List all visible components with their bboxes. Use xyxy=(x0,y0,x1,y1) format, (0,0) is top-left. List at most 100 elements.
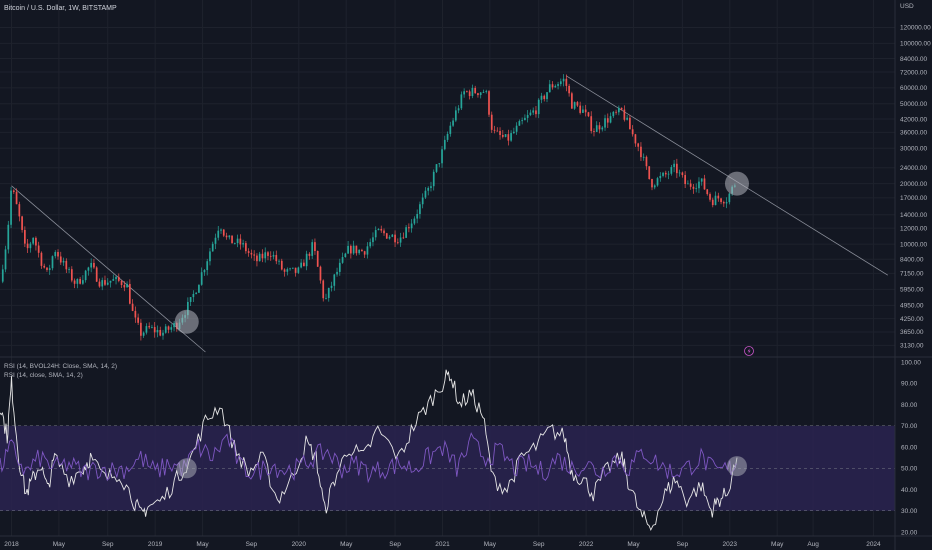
candle-down[interactable] xyxy=(117,276,120,281)
candle-up[interactable] xyxy=(106,282,109,285)
candle-down[interactable] xyxy=(620,107,623,110)
candle-up[interactable] xyxy=(413,218,416,224)
candle-up[interactable] xyxy=(87,267,90,271)
candle-up[interactable] xyxy=(84,270,87,281)
candle-down[interactable] xyxy=(499,131,501,135)
candle-down[interactable] xyxy=(40,252,43,266)
candle-down[interactable] xyxy=(477,93,479,96)
candle-down[interactable] xyxy=(385,233,388,239)
candle-down[interactable] xyxy=(408,227,410,229)
candle-down[interactable] xyxy=(648,166,651,180)
candle-up[interactable] xyxy=(192,293,195,298)
candle-up[interactable] xyxy=(421,197,424,205)
candle-down[interactable] xyxy=(225,235,228,238)
candle-up[interactable] xyxy=(325,297,327,299)
price-highlight-circle[interactable] xyxy=(724,171,749,196)
candle-down[interactable] xyxy=(222,229,225,236)
candle-up[interactable] xyxy=(228,235,231,238)
candle-down[interactable] xyxy=(93,262,95,268)
candle-down[interactable] xyxy=(322,280,325,299)
candle-up[interactable] xyxy=(582,109,584,113)
candle-up[interactable] xyxy=(264,252,267,259)
candle-up[interactable] xyxy=(540,95,543,100)
candle-up[interactable] xyxy=(526,115,529,118)
candle-down[interactable] xyxy=(676,163,678,174)
candle-down[interactable] xyxy=(551,84,554,88)
candle-down[interactable] xyxy=(535,110,537,115)
candle-down[interactable] xyxy=(543,95,546,100)
candle-up[interactable] xyxy=(642,156,645,158)
candle-down[interactable] xyxy=(294,267,297,273)
candle-up[interactable] xyxy=(656,178,659,186)
candle-up[interactable] xyxy=(554,85,557,88)
candle-down[interactable] xyxy=(466,91,468,93)
candle-down[interactable] xyxy=(283,269,286,272)
candle-down[interactable] xyxy=(396,242,399,244)
candle-down[interactable] xyxy=(394,234,396,243)
candle-down[interactable] xyxy=(26,243,29,249)
candle-up[interactable] xyxy=(573,102,576,109)
candle-down[interactable] xyxy=(319,266,322,281)
candle-up[interactable] xyxy=(562,78,565,82)
candle-down[interactable] xyxy=(493,129,496,131)
candle-up[interactable] xyxy=(515,125,518,132)
candle-up[interactable] xyxy=(327,287,330,298)
candle-up[interactable] xyxy=(145,326,148,333)
candle-up[interactable] xyxy=(609,116,612,123)
candle-up[interactable] xyxy=(678,172,681,174)
candle-down[interactable] xyxy=(239,238,242,245)
candle-up[interactable] xyxy=(374,230,377,238)
candle-up[interactable] xyxy=(164,326,167,333)
candle-up[interactable] xyxy=(341,257,344,263)
candle-up[interactable] xyxy=(667,173,670,175)
candle-down[interactable] xyxy=(637,143,640,147)
candle-up[interactable] xyxy=(430,186,432,188)
candle-down[interactable] xyxy=(631,129,634,135)
candle-up[interactable] xyxy=(112,279,115,281)
candle-down[interactable] xyxy=(615,111,617,113)
candle-up[interactable] xyxy=(272,255,275,257)
candle-down[interactable] xyxy=(70,269,73,281)
candle-down[interactable] xyxy=(59,256,62,263)
candle-down[interactable] xyxy=(247,251,250,253)
candle-up[interactable] xyxy=(198,284,200,293)
candle-down[interactable] xyxy=(18,204,21,217)
candle-up[interactable] xyxy=(612,111,615,117)
candle-up[interactable] xyxy=(479,92,482,96)
candle-up[interactable] xyxy=(151,327,153,328)
candle-up[interactable] xyxy=(443,139,446,150)
candle-up[interactable] xyxy=(728,193,731,203)
candle-up[interactable] xyxy=(62,260,65,263)
candle-up[interactable] xyxy=(438,163,441,165)
candle-up[interactable] xyxy=(662,172,664,176)
candle-down[interactable] xyxy=(593,131,595,132)
candle-down[interactable] xyxy=(269,255,272,257)
candle-up[interactable] xyxy=(653,185,656,188)
candle-up[interactable] xyxy=(366,246,369,255)
candle-down[interactable] xyxy=(402,237,405,239)
candle-down[interactable] xyxy=(361,249,363,252)
candle-down[interactable] xyxy=(35,237,37,246)
candle-up[interactable] xyxy=(604,118,606,128)
candle-down[interactable] xyxy=(24,229,26,244)
candle-up[interactable] xyxy=(258,253,261,262)
candle-down[interactable] xyxy=(253,254,256,256)
candle-up[interactable] xyxy=(454,110,457,121)
rsi-legend-close[interactable]: RSI (14, close, SMA, 14, 2) xyxy=(4,372,83,379)
lightning-icon[interactable] xyxy=(744,346,754,356)
candle-up[interactable] xyxy=(687,183,689,185)
candle-up[interactable] xyxy=(446,133,449,140)
candle-up[interactable] xyxy=(524,117,526,121)
candle-up[interactable] xyxy=(673,163,675,168)
candle-up[interactable] xyxy=(518,121,521,126)
candle-up[interactable] xyxy=(369,242,372,247)
candle-down[interactable] xyxy=(565,78,568,86)
candle-down[interactable] xyxy=(140,322,142,336)
candle-up[interactable] xyxy=(203,270,206,273)
candle-up[interactable] xyxy=(10,190,12,225)
candle-down[interactable] xyxy=(664,172,667,175)
candle-down[interactable] xyxy=(43,265,46,268)
candle-down[interactable] xyxy=(684,175,687,185)
candle-down[interactable] xyxy=(634,134,637,144)
